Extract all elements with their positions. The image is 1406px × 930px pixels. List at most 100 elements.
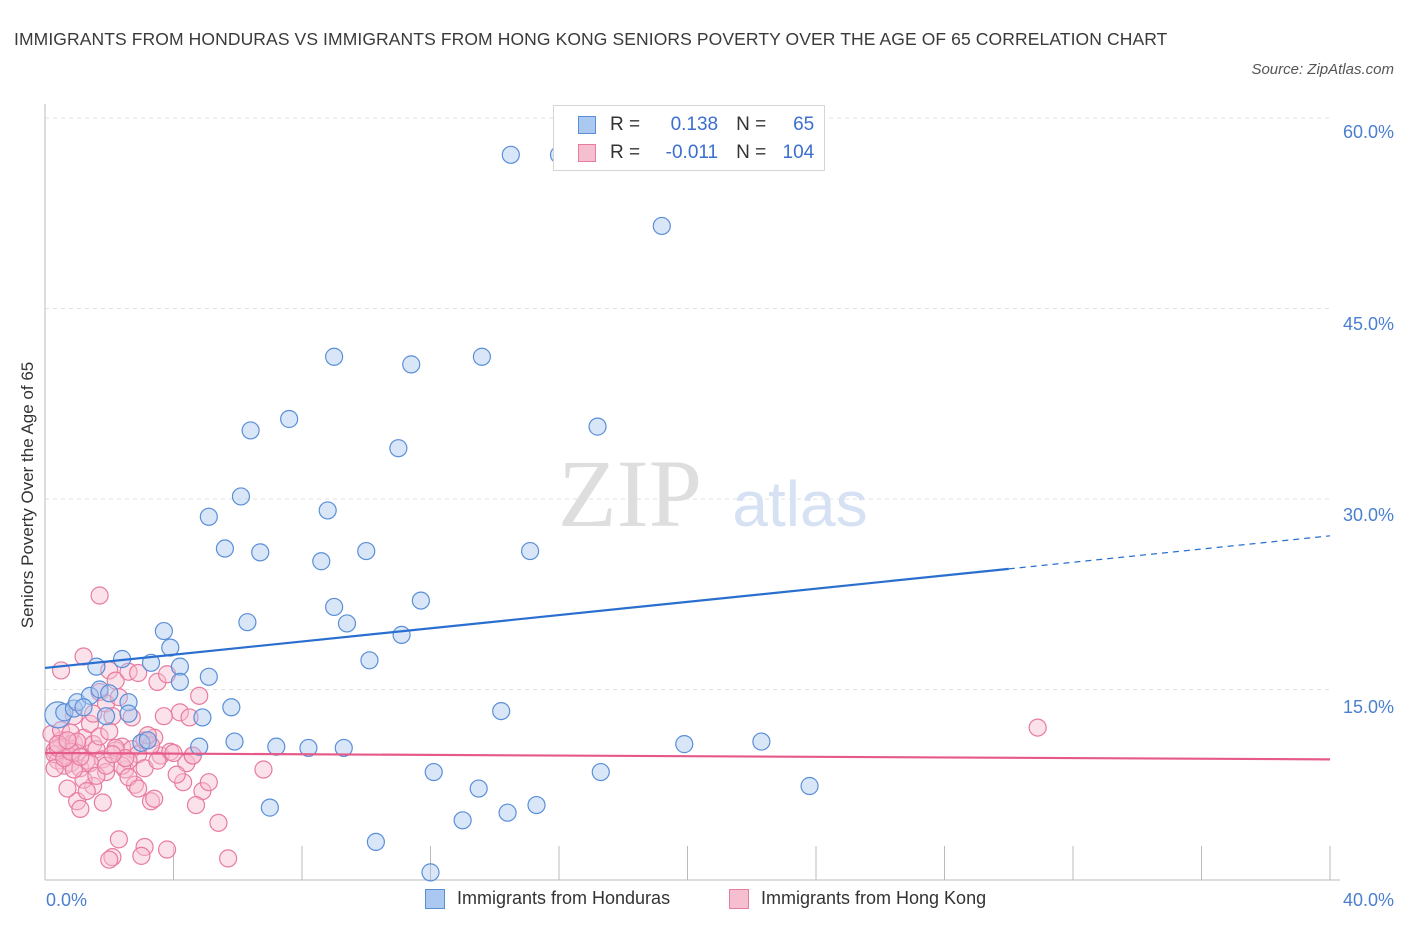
hongkong-point xyxy=(148,751,167,770)
r-value: 0.138 xyxy=(670,114,719,135)
hongkong-point xyxy=(129,663,148,683)
x-tick-label: 0.0% xyxy=(46,890,88,910)
hongkong-point xyxy=(1028,718,1047,737)
hongkong-point xyxy=(100,850,119,869)
n-label: N = xyxy=(736,142,767,163)
honduras-point xyxy=(55,703,74,722)
honduras-point xyxy=(325,347,344,366)
honduras-point xyxy=(392,625,411,644)
hongkong-point xyxy=(138,726,157,745)
hongkong-point xyxy=(132,846,151,865)
hongkong-point xyxy=(129,779,148,798)
hongkong-point xyxy=(190,686,209,705)
honduras-point xyxy=(588,417,607,436)
watermark-zip: ZIP xyxy=(558,440,702,547)
legend-item-honduras: Immigrants from Honduras xyxy=(425,888,670,909)
honduras-point xyxy=(119,704,138,723)
hongkong-point xyxy=(80,714,100,733)
n-value: 104 xyxy=(782,142,815,163)
honduras-point xyxy=(469,779,488,798)
legend-item-hongkong: Immigrants from Hong Kong xyxy=(729,888,986,909)
hongkong-point xyxy=(109,688,128,707)
honduras-point xyxy=(299,738,318,758)
honduras-swatch xyxy=(578,116,596,134)
watermark: ZIP atlas xyxy=(558,440,868,547)
series-hongkong-points xyxy=(42,586,1047,869)
honduras-point xyxy=(527,795,546,815)
honduras-point xyxy=(366,832,385,852)
hongkong-point xyxy=(148,672,167,691)
hongkong-point xyxy=(90,586,109,605)
grid-lines xyxy=(45,117,1330,690)
honduras-point xyxy=(251,543,270,562)
honduras-point xyxy=(337,614,357,633)
honduras-point xyxy=(141,653,161,672)
honduras-point xyxy=(222,698,241,717)
honduras-point xyxy=(498,803,517,822)
hongkong-point xyxy=(90,727,109,746)
honduras-point xyxy=(280,409,299,429)
r-value: -0.011 xyxy=(665,142,719,163)
legend-row-hongkong: R = -0.011 N = 104 xyxy=(578,141,814,165)
honduras-point xyxy=(492,701,511,721)
series-legend: Immigrants from Honduras Immigrants from… xyxy=(0,888,1406,916)
honduras-point xyxy=(520,541,540,561)
stats-legend: R = 0.138 N = 65 R = -0.011 N = 104 xyxy=(553,105,825,171)
hongkong-point xyxy=(109,830,128,849)
hongkong-point xyxy=(100,722,119,741)
y-tick-label: 60.0% xyxy=(1342,122,1394,142)
hongkong-point xyxy=(77,781,96,801)
hongkong-point xyxy=(71,747,90,766)
honduras-trend-line xyxy=(44,567,1009,670)
honduras-point xyxy=(90,680,109,699)
hongkong-point xyxy=(71,799,90,818)
honduras-point xyxy=(267,737,286,756)
hongkong-point xyxy=(183,746,202,765)
hongkong-swatch xyxy=(729,888,749,909)
honduras-point xyxy=(215,539,234,558)
honduras-point xyxy=(360,651,379,670)
hongkong-point xyxy=(58,779,77,798)
honduras-point xyxy=(472,347,491,366)
honduras-point xyxy=(424,762,443,782)
hongkong-point xyxy=(58,731,77,750)
hongkong-point xyxy=(180,708,199,727)
honduras-point xyxy=(411,591,430,610)
honduras-point xyxy=(100,684,119,703)
honduras-point xyxy=(260,798,279,817)
hongkong-point xyxy=(209,813,228,832)
hongkong-point xyxy=(186,795,206,815)
honduras-point xyxy=(138,731,157,750)
hongkong-point xyxy=(254,760,273,779)
honduras-point xyxy=(170,657,190,676)
r-label: R = xyxy=(610,142,641,163)
series-honduras-points xyxy=(44,145,819,882)
x-tick-label: 40.0% xyxy=(1342,890,1394,910)
hongkong-point xyxy=(68,732,87,751)
honduras-point xyxy=(800,776,819,796)
watermark-atlas: atlas xyxy=(732,468,867,540)
hongkong-point xyxy=(154,707,173,726)
honduras-point xyxy=(231,487,251,506)
honduras-point xyxy=(199,507,218,526)
honduras-point xyxy=(357,541,376,561)
honduras-point xyxy=(241,421,260,440)
hongkong-point xyxy=(103,848,122,867)
honduras-point xyxy=(80,686,100,705)
honduras-point xyxy=(652,216,671,236)
honduras-swatch xyxy=(425,888,445,909)
honduras-point xyxy=(591,762,610,782)
honduras-point xyxy=(225,732,244,751)
hongkong-point xyxy=(199,773,218,792)
source-label: Source: ZipAtlas.com xyxy=(1251,61,1394,78)
honduras-point xyxy=(402,355,421,374)
y-tick-label: 15.0% xyxy=(1342,697,1394,717)
hongkong-point xyxy=(93,793,112,812)
honduras-point xyxy=(199,667,218,686)
honduras-point xyxy=(193,708,212,727)
honduras-point xyxy=(325,597,344,617)
honduras-point xyxy=(752,732,771,751)
honduras-point xyxy=(238,613,257,632)
hongkong-point xyxy=(167,765,186,784)
